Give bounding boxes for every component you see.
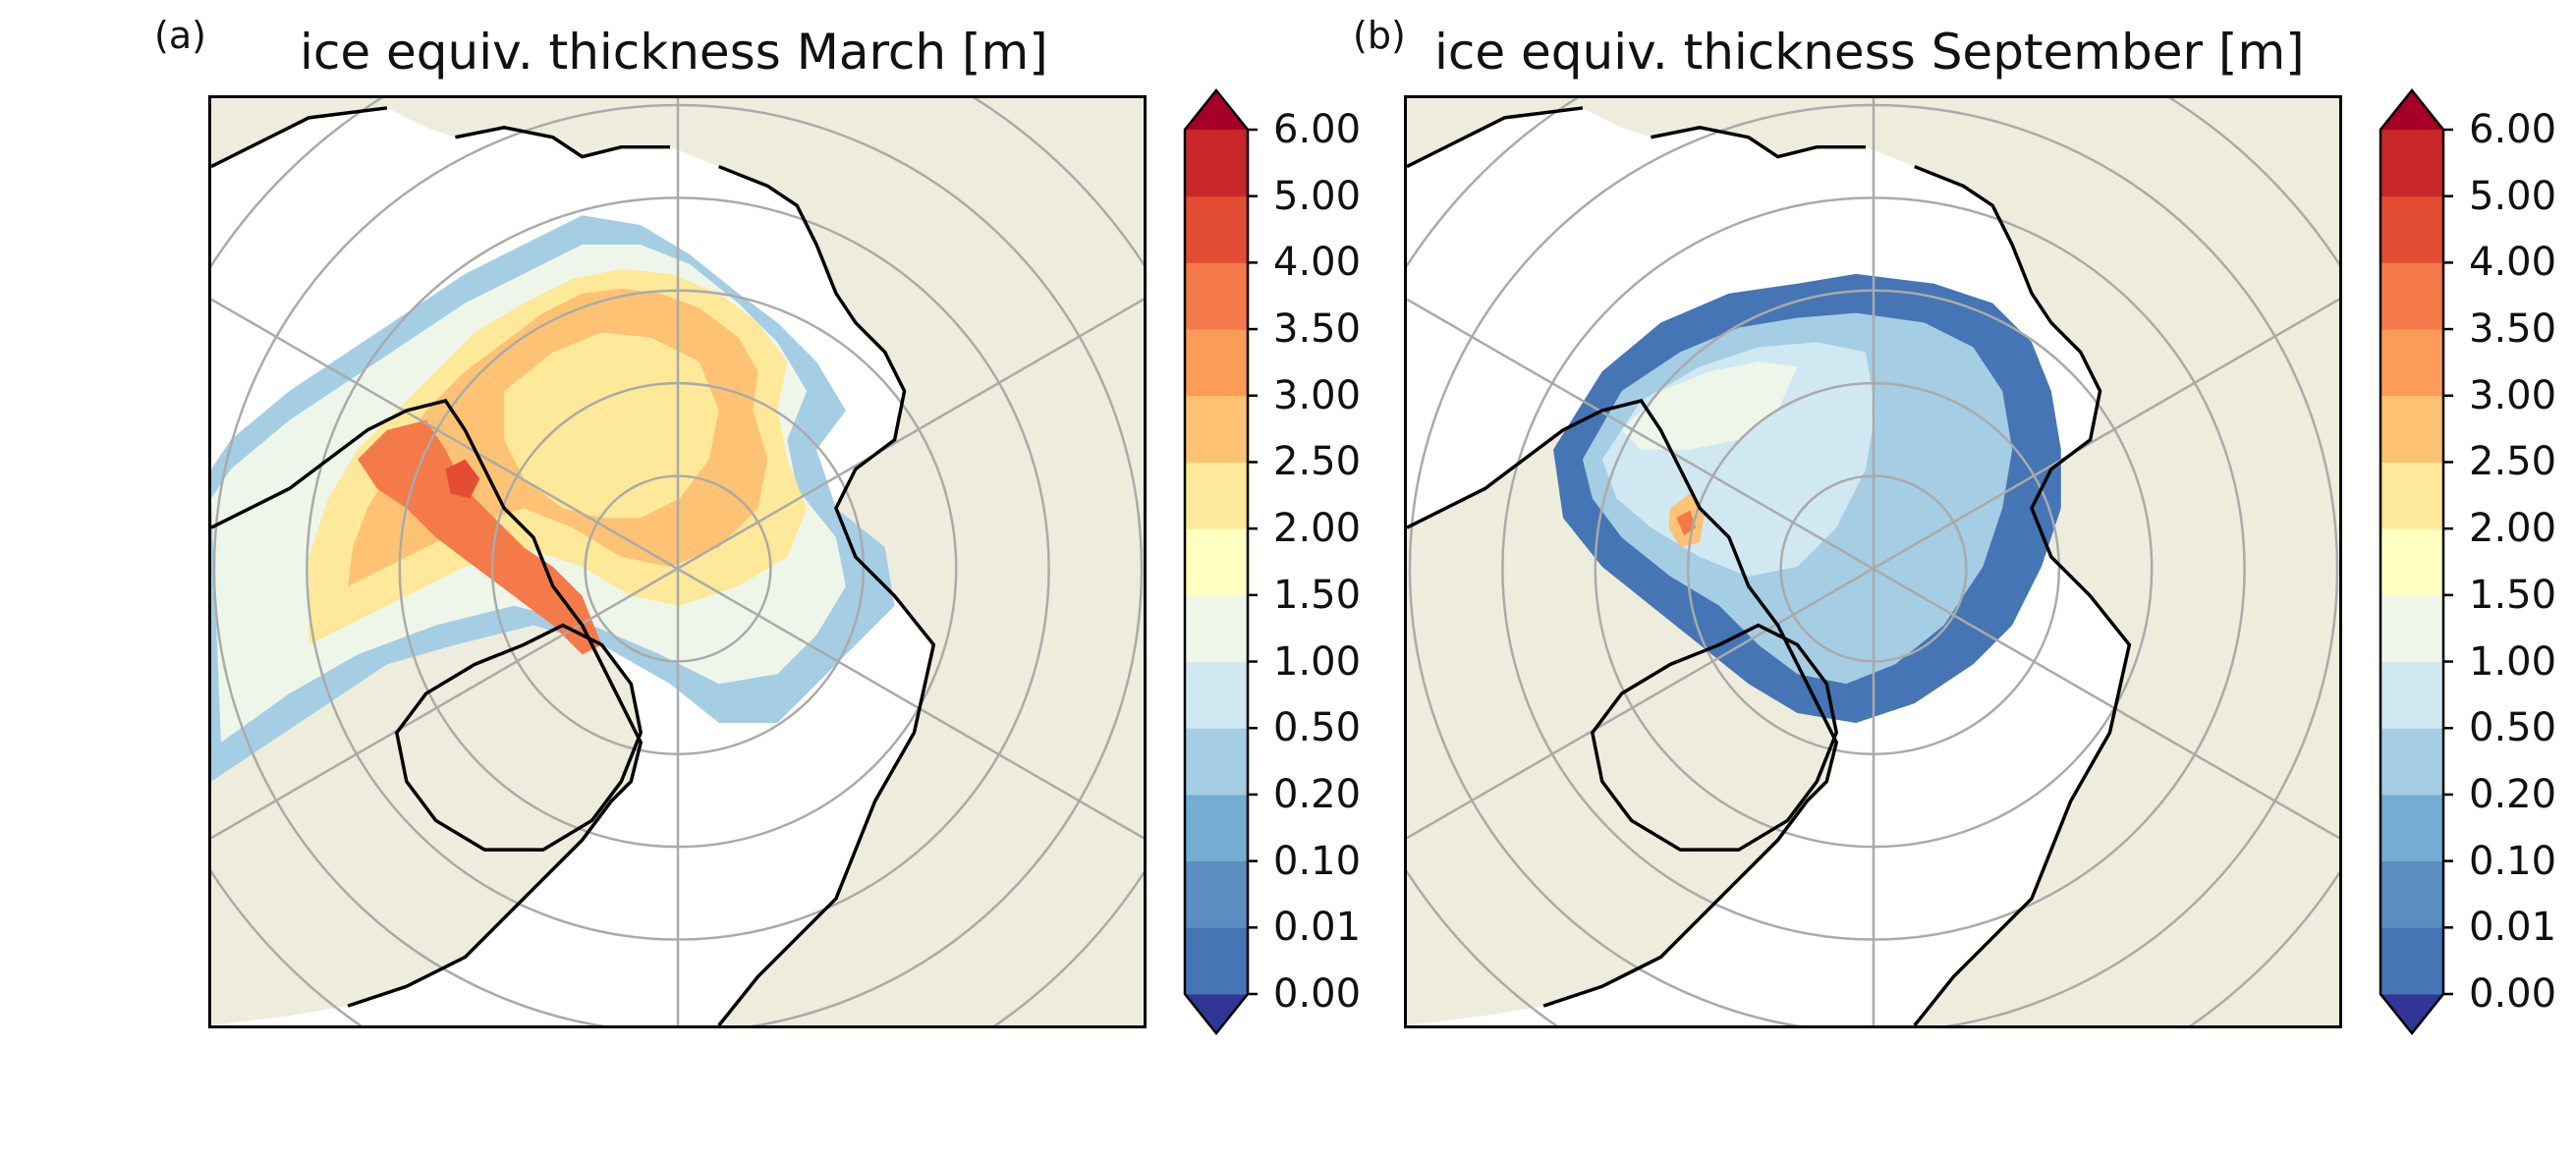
colorbar-bin xyxy=(2380,927,2443,995)
colorbar-bin xyxy=(1185,395,1248,463)
map-september xyxy=(1404,95,2342,1028)
colorbar-tick-label: 0.20 xyxy=(1273,771,1362,817)
ice-september-hotspot xyxy=(1676,510,1697,536)
colorbar-extend-high xyxy=(1185,90,1248,130)
colorbar-bin xyxy=(2380,594,2443,663)
map-march-svg xyxy=(211,98,1144,1025)
colorbar-bin xyxy=(1185,728,1248,796)
colorbar-tick-label: 2.50 xyxy=(1273,439,1362,485)
colorbar-bin xyxy=(1185,130,1248,197)
panel-letter-a: (a) xyxy=(154,14,206,57)
colorbar-tick-label: 0.50 xyxy=(1273,705,1362,751)
ice-march-core xyxy=(504,332,719,519)
colorbar-september xyxy=(2379,87,2453,1036)
panel-march: (a) ice equiv. thickness March [m] xyxy=(0,0,1361,1160)
colorbar-bin xyxy=(1185,195,1248,263)
colorbar-bin xyxy=(1185,594,1248,663)
colorbar-extend-low xyxy=(2380,994,2443,1033)
colorbar-tick-label: 4.00 xyxy=(2469,240,2557,286)
panel-september: (b) ice equiv. thickness September [m] xyxy=(1191,0,2556,1160)
colorbar-extend-low xyxy=(1185,994,1248,1033)
ice-march-hotspot xyxy=(445,459,480,499)
colorbar-march-svg xyxy=(1183,87,1258,1036)
colorbar-tick-label: 0.50 xyxy=(2469,705,2557,751)
coastline-march xyxy=(211,106,936,1025)
colorbar-bin xyxy=(1185,528,1248,596)
colorbar-tick-label: 1.00 xyxy=(2469,638,2557,685)
colorbar-tick-label: 3.50 xyxy=(1273,306,1362,353)
land-eurasia xyxy=(1407,98,2339,1025)
colorbar-bin xyxy=(2380,860,2443,928)
colorbar-tick-label: 0.00 xyxy=(2469,971,2557,1017)
colorbar-tick-label: 0.00 xyxy=(1273,971,1362,1017)
colorbar-tick-label: 5.00 xyxy=(2469,173,2557,219)
colorbar-bin xyxy=(1185,329,1248,397)
colorbar-bin xyxy=(1185,794,1248,862)
panel-title-september: ice equiv. thickness September [m] xyxy=(1434,24,2305,81)
colorbar-bin xyxy=(1185,860,1248,928)
colorbar-march-ticks: 0.00 0.01 0.10 0.20 0.50 1.00 1.50 2.00 2.50 3.00… xyxy=(1273,90,1421,1033)
colorbar-tick-label: 3.50 xyxy=(2469,306,2557,353)
colorbar-tick-label: 1.50 xyxy=(2469,572,2557,618)
colorbar-bin xyxy=(2380,130,2443,197)
colorbar-extend-high xyxy=(2380,90,2443,130)
colorbar-tick-label: 2.00 xyxy=(2469,506,2557,552)
graticule-march xyxy=(211,98,1144,1025)
coastline-september xyxy=(1407,106,2132,1025)
panel-title-march: ice equiv. thickness March [m] xyxy=(300,24,1048,81)
graticule-september xyxy=(1407,98,2339,1025)
land-greenland xyxy=(396,625,642,851)
colorbar-tick-label: 3.00 xyxy=(1273,372,1362,418)
panel-letter-b: (b) xyxy=(1353,14,1406,57)
colorbar-tick-label: 0.01 xyxy=(2469,905,2557,951)
colorbar-tick-label: 6.00 xyxy=(1273,107,1362,152)
colorbar-september-ticks: 0.00 0.01 0.10 0.20 0.50 1.00 1.50 2.00 2.50 3.00… xyxy=(2469,90,2576,1033)
colorbar-bin xyxy=(2380,395,2443,463)
colorbar-march xyxy=(1183,87,1258,1036)
colorbar-tick-label: 2.00 xyxy=(1273,506,1362,552)
colorbar-bin xyxy=(2380,262,2443,330)
colorbar-september-svg xyxy=(2379,87,2453,1036)
colorbar-bin xyxy=(1185,927,1248,995)
colorbar-tick-label: 2.50 xyxy=(2469,439,2557,485)
colorbar-tick-label: 1.00 xyxy=(1273,638,1362,685)
colorbar-tick-label: 4.00 xyxy=(1273,240,1362,286)
colorbar-bin xyxy=(2380,528,2443,596)
map-march xyxy=(208,95,1147,1028)
colorbar-bin xyxy=(1185,462,1248,529)
colorbar-tick-label: 6.00 xyxy=(2469,107,2557,152)
colorbar-tick-label: 0.10 xyxy=(1273,838,1362,884)
colorbar-tick-label: 3.00 xyxy=(2469,372,2557,418)
colorbar-tick-label: 0.01 xyxy=(1273,905,1362,951)
colorbar-bin xyxy=(2380,661,2443,729)
colorbar-bin xyxy=(2380,728,2443,796)
colorbar-tick-label: 0.20 xyxy=(2469,771,2557,817)
colorbar-bin xyxy=(1185,262,1248,330)
land-eurasia xyxy=(211,98,1144,1025)
map-september-svg xyxy=(1407,98,2339,1025)
colorbar-bin xyxy=(2380,462,2443,529)
colorbar-bin xyxy=(1185,661,1248,729)
colorbar-tick-label: 0.10 xyxy=(2469,838,2557,884)
colorbar-bin xyxy=(2380,195,2443,263)
colorbar-bin xyxy=(2380,794,2443,862)
colorbar-bin xyxy=(2380,329,2443,397)
colorbar-tick-label: 5.00 xyxy=(1273,173,1362,219)
ice-march-ridge xyxy=(358,419,602,655)
colorbar-tick-label: 1.50 xyxy=(1273,572,1362,618)
